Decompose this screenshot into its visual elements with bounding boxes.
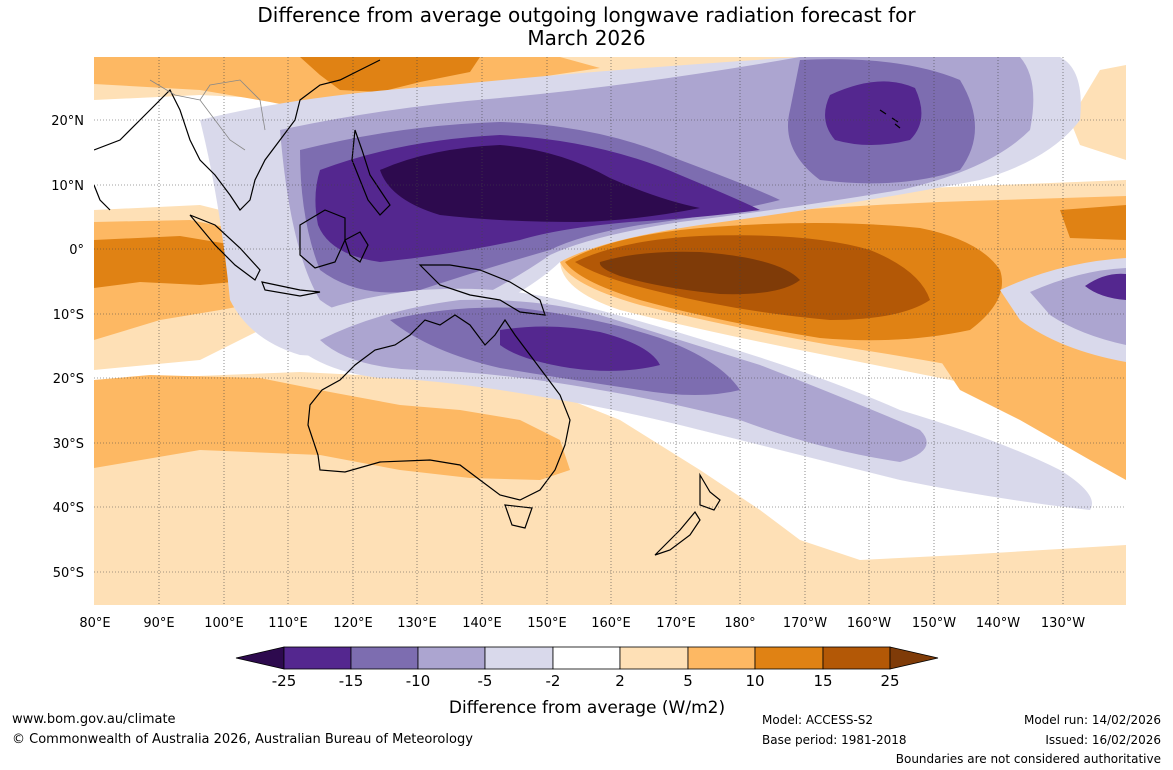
map-title: Difference from average outgoing longwav… (0, 4, 1173, 50)
lon-label: 140°E (462, 616, 502, 631)
colorbar-tick: -15 (339, 672, 364, 690)
border-indochina (149, 79, 266, 151)
lon-label: 180° (724, 616, 755, 631)
colorbar-bin (484, 646, 554, 670)
country-borders (149, 79, 266, 151)
title-line-2: March 2026 (527, 26, 646, 50)
gridlines (94, 57, 1126, 605)
lat-label: 20°S (53, 372, 84, 387)
lon-label: 80°E (79, 616, 110, 631)
base-period: Base period: 1981-2018 (762, 733, 907, 747)
coast-borneo (299, 209, 346, 269)
longitude-labels: 80°E 90°E 100°E 110°E 120°E 130°E 140°E … (79, 616, 1085, 631)
lon-label: 150°W (912, 616, 956, 631)
lon-label: 160°E (591, 616, 631, 631)
anomaly-east-pacific-dark-orange (1060, 205, 1126, 240)
anomaly-north-asia-dark-orange (300, 57, 480, 92)
lat-label: 40°S (53, 501, 84, 516)
colorbar-tick: -2 (546, 672, 561, 690)
anomaly-south-orange (94, 375, 570, 480)
anomaly-wpac-core (380, 145, 700, 222)
lat-label: 30°S (53, 437, 84, 452)
colorbar-tick: 25 (880, 672, 899, 690)
lon-label: 140°W (976, 616, 1020, 631)
colorbar-tick: -25 (272, 672, 297, 690)
anomaly-se-pacific-orange (940, 360, 1126, 480)
lon-label: 120°E (333, 616, 373, 631)
lat-label: 10°N (51, 179, 84, 194)
lon-label: 160°W (847, 616, 891, 631)
coast-new-guinea (418, 264, 546, 316)
lon-label: 90°E (143, 616, 174, 631)
boundaries-disclaimer: Boundaries are not considered authoritat… (895, 752, 1161, 766)
colorbar-extend-high (889, 646, 939, 670)
title-line-1: Difference from average outgoing longwav… (257, 3, 916, 27)
issued-date: Issued: 16/02/2026 (1045, 733, 1161, 747)
colorbar-tick: 15 (813, 672, 832, 690)
lon-label: 130°W (1041, 616, 1085, 631)
anomaly-ne-light-orange (1070, 65, 1126, 160)
colorbar-bin (822, 646, 891, 670)
lon-label: 130°E (397, 616, 437, 631)
source-url: www.bom.gov.au/climate (12, 712, 176, 727)
lon-label: 150°E (527, 616, 567, 631)
colorbar-bin (754, 646, 824, 670)
lat-label: 0° (69, 243, 84, 258)
model-name: Model: ACCESS-S2 (762, 713, 874, 727)
anomaly-east-pacific-violet (1085, 273, 1126, 300)
colorbar-tick: 10 (745, 672, 764, 690)
lon-label: 110°E (268, 616, 308, 631)
colorbar-bin (687, 646, 756, 670)
model-run-date: Model run: 14/02/2026 (1023, 713, 1161, 727)
anomaly-hawaii-purple (825, 81, 922, 145)
colorbar-bin (619, 646, 689, 670)
colorbar-bin (283, 646, 352, 670)
colorbar-tick: 5 (683, 672, 693, 690)
coastlines (94, 59, 901, 556)
coast-sumatra (189, 214, 261, 281)
colorbar-ticks: -25 -15 -10 -5 -2 2 5 10 15 25 (272, 672, 900, 690)
coast-new-zealand (654, 472, 721, 556)
coast-philippines (351, 129, 391, 216)
colorbar-bin (350, 646, 419, 670)
lat-label: 10°S (53, 308, 84, 323)
lat-label: 20°N (51, 114, 84, 129)
lon-label: 170°W (783, 616, 827, 631)
lon-label: 100°E (204, 616, 244, 631)
colorbar-tick: -5 (478, 672, 493, 690)
lon-label: 170°E (656, 616, 696, 631)
coast-australia (307, 314, 571, 501)
map-plot-area (94, 57, 1126, 605)
colorbar-bin (417, 646, 486, 670)
coast-java (261, 281, 321, 297)
colorbar-extend-low (235, 646, 285, 670)
anomaly-spcz-purple (500, 326, 660, 371)
latitude-labels: 20°N 10°N 0° 10°S 20°S 30°S 40°S 50°S (51, 114, 84, 581)
coast-sulawesi (344, 231, 369, 263)
copyright: © Commonwealth of Australia 2026, Austra… (12, 732, 473, 747)
colorbar (235, 646, 939, 670)
colorbar-label: Difference from average (W/m2) (449, 698, 725, 718)
anomaly-pacific-core (599, 251, 800, 295)
colorbar-bin (552, 646, 621, 670)
lat-label: 50°S (53, 566, 84, 581)
colorbar-tick: 2 (615, 672, 625, 690)
colorbar-tick: -10 (406, 672, 431, 690)
